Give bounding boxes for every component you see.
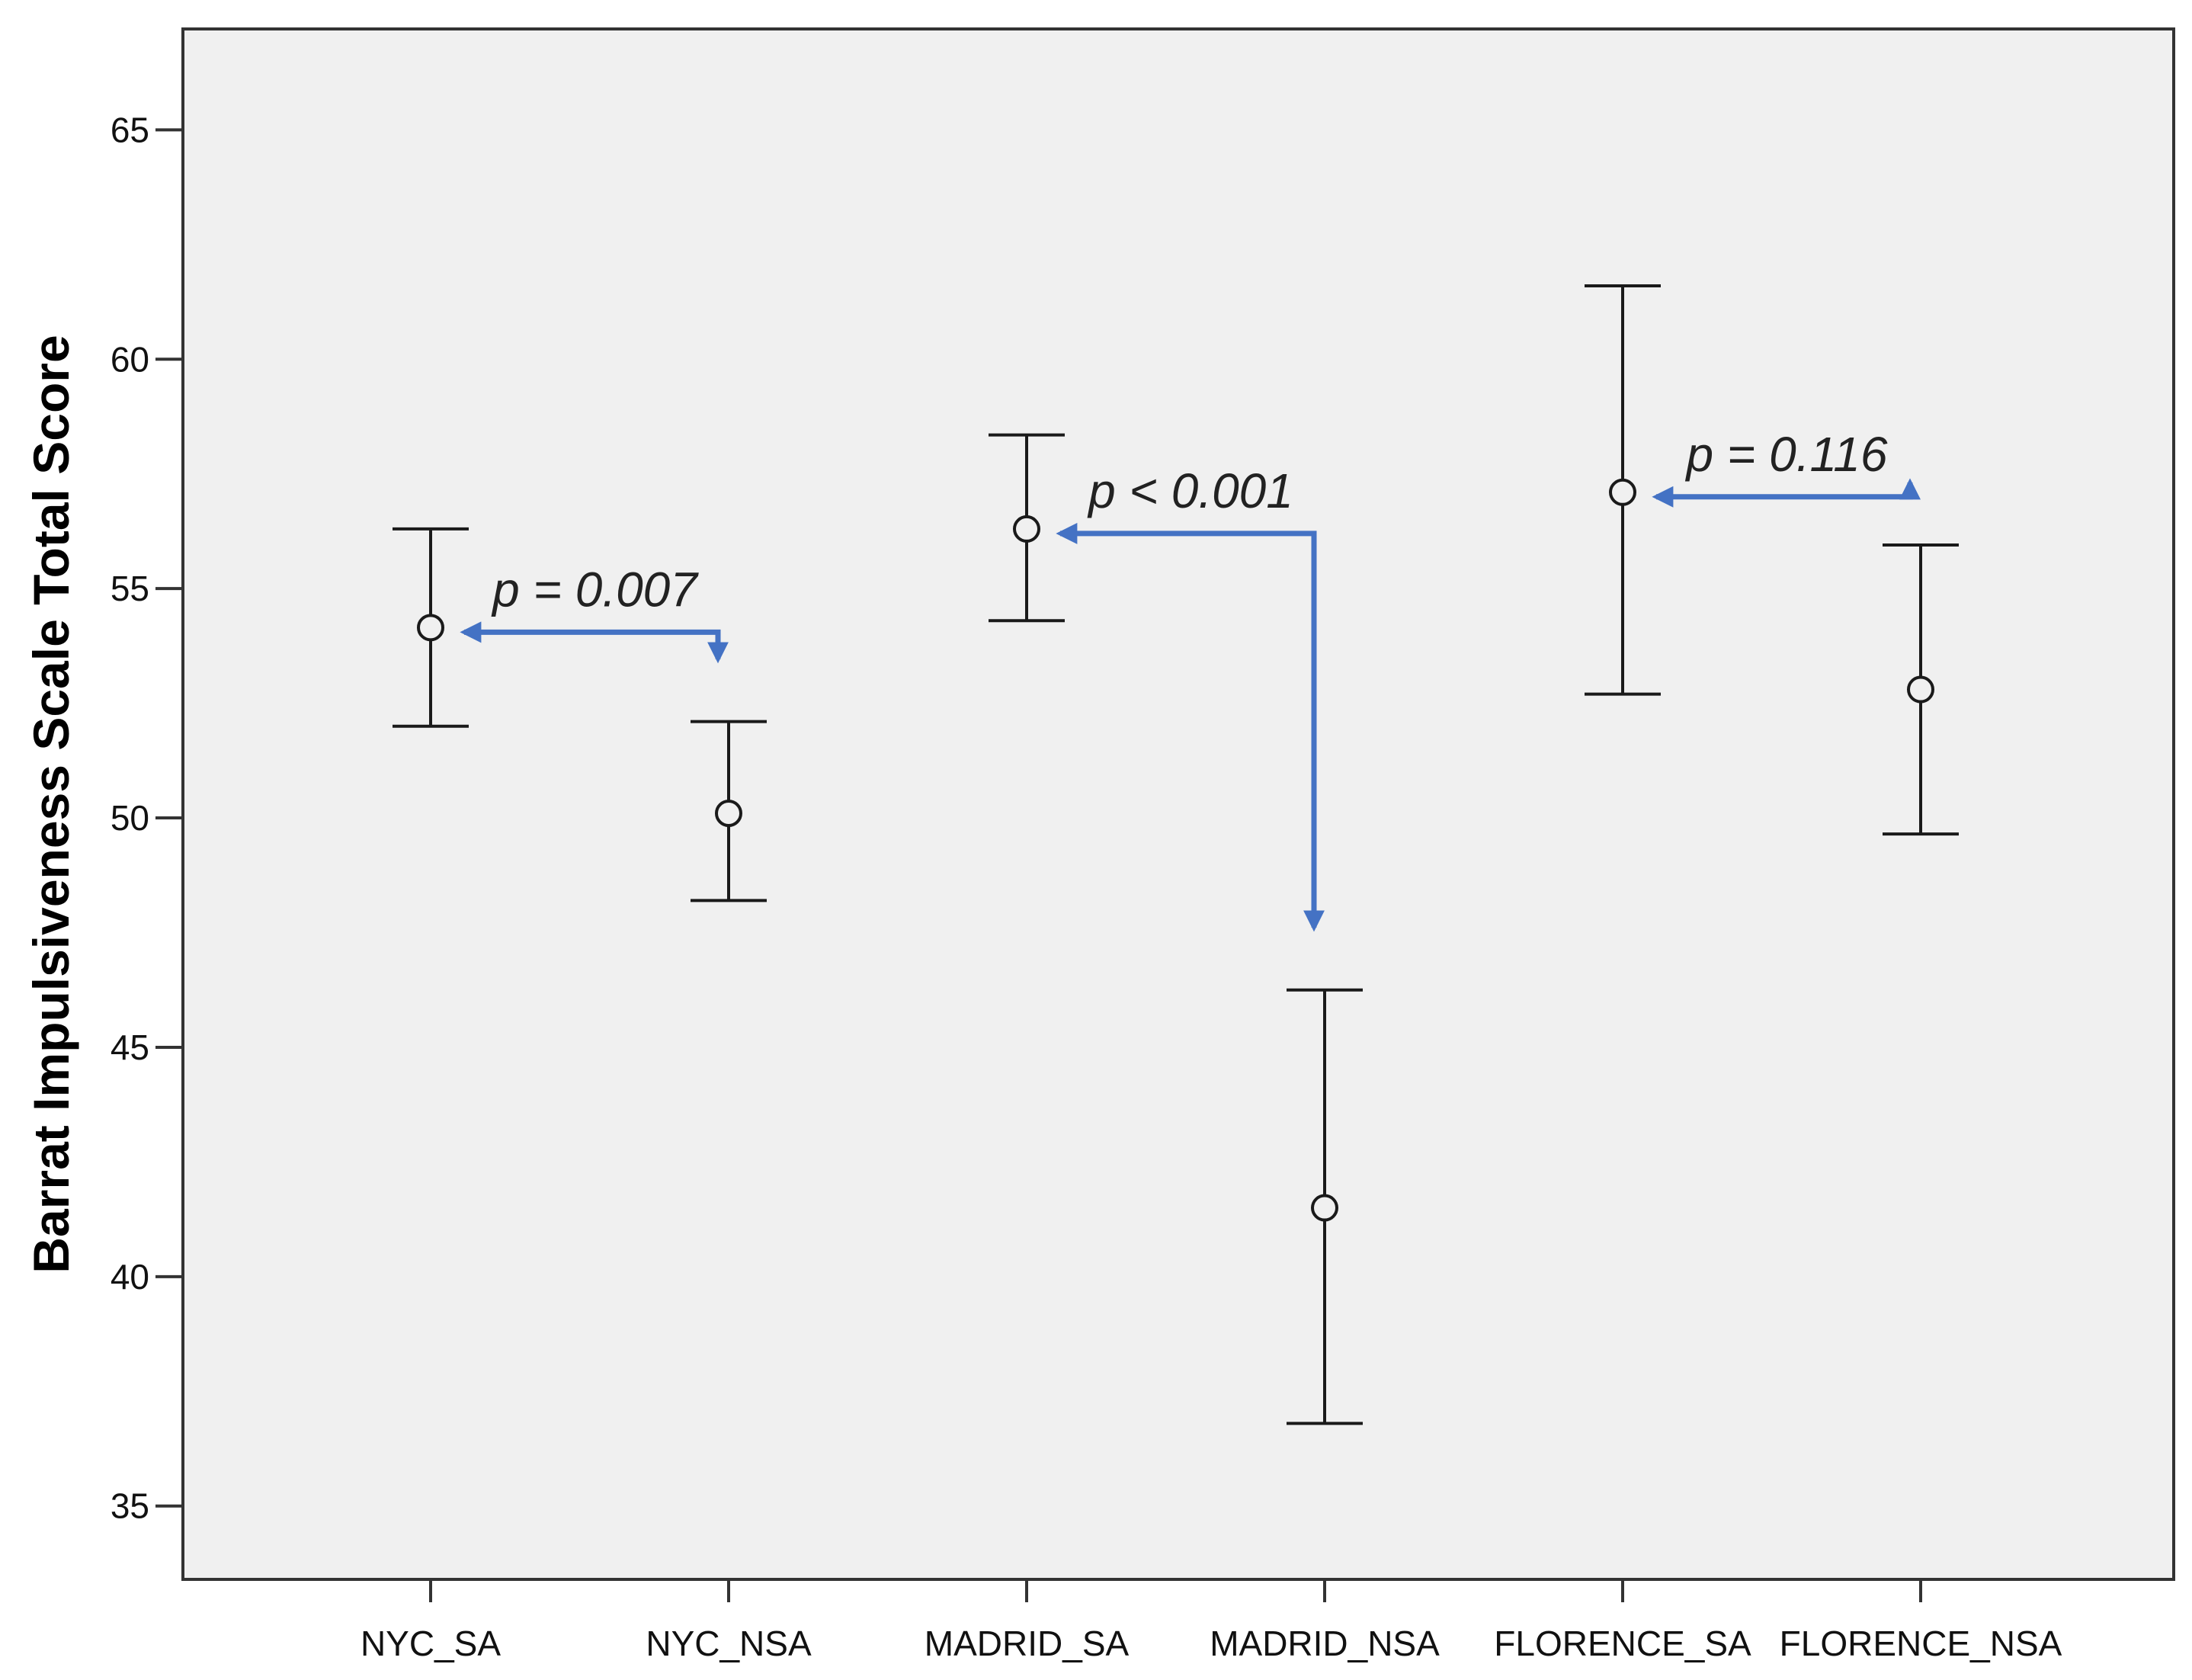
mean-marker — [1311, 1194, 1338, 1222]
mean-marker — [1907, 675, 1934, 704]
p-value-label: p = 0.116 — [1685, 427, 1888, 482]
y-tick-label: 45 — [111, 1028, 149, 1067]
y-tick-label: 65 — [111, 110, 149, 149]
p-value-label: p = 0.007 — [491, 562, 699, 617]
x-tick-label: NYC_SA — [361, 1624, 501, 1663]
x-axis: NYC_SA NYC_NSA MADRID_SA MADRID_NSA FLORENCE… — [361, 1579, 2062, 1663]
mean-marker — [417, 614, 444, 642]
comparison-arrow — [460, 621, 729, 664]
y-tick-label: 60 — [111, 339, 149, 379]
y-tick-label: 50 — [111, 798, 149, 838]
y-tick-label: 40 — [111, 1257, 149, 1297]
y-axis-title: Barrat Impulsiveness Scale Total Score — [23, 335, 79, 1273]
mean-marker — [1013, 515, 1040, 543]
plot-area — [181, 27, 2175, 1581]
comparison-arrow — [1652, 478, 1921, 508]
p-value-label: p < 0.001 — [1087, 463, 1293, 518]
mean-marker — [715, 800, 742, 828]
comparison-arrows: p = 0.007 p < 0.001 p = 0.116 — [460, 427, 1921, 932]
errorbar-series — [393, 284, 1959, 1425]
comparison-arrow — [1056, 522, 1325, 932]
y-axis: 35 40 45 50 55 60 65 — [111, 110, 183, 1526]
x-tick-label: FLORENCE_SA — [1494, 1624, 1751, 1663]
x-tick-label: FLORENCE_NSA — [1780, 1624, 2062, 1663]
x-tick-label: NYC_NSA — [646, 1624, 812, 1663]
y-tick-label: 35 — [111, 1486, 149, 1526]
mean-marker — [1609, 478, 1636, 506]
x-tick-label: MADRID_SA — [925, 1624, 1130, 1663]
y-tick-label: 55 — [111, 569, 149, 608]
x-tick-label: MADRID_NSA — [1210, 1624, 1440, 1663]
